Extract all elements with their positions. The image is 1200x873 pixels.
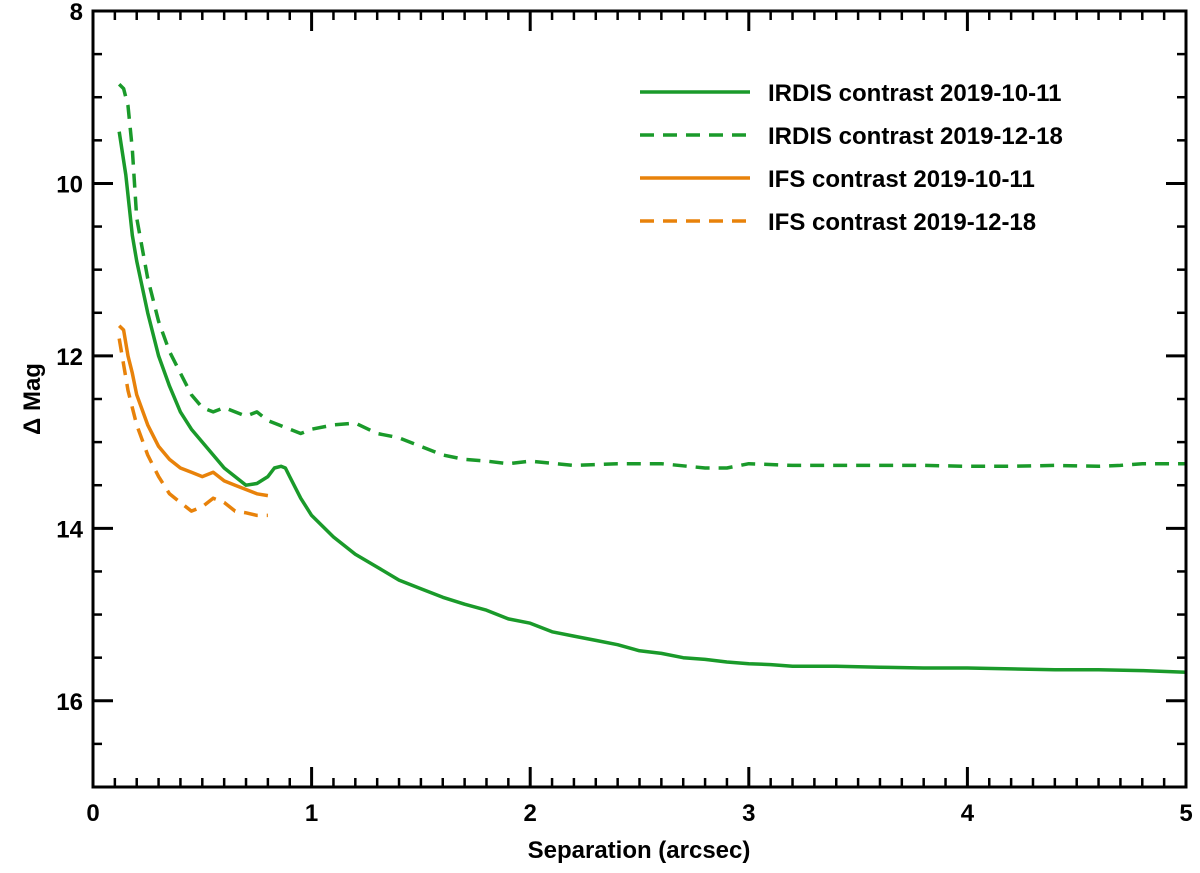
y-tick-label: 16 bbox=[56, 689, 83, 716]
x-tick-label: 3 bbox=[742, 800, 755, 827]
x-axis-title: Separation (arcsec) bbox=[528, 837, 751, 864]
legend-label-2: IRDIS contrast 2019-12-18 bbox=[768, 123, 1063, 150]
y-axis-title: Δ Mag bbox=[19, 363, 46, 435]
y-tick-label: 8 bbox=[70, 0, 83, 26]
series-line-3 bbox=[117, 324, 269, 498]
plot-lines bbox=[117, 83, 1187, 675]
x-tick-label: 1 bbox=[305, 800, 318, 827]
x-tick-label: 2 bbox=[524, 800, 537, 827]
legend-label-4: IFS contrast 2019-12-18 bbox=[768, 209, 1036, 236]
x-tick-label: 0 bbox=[86, 800, 99, 827]
legend: IRDIS contrast 2019-10-11 IRDIS contrast … bbox=[640, 80, 1063, 236]
legend-label-3: IFS contrast 2019-10-11 bbox=[768, 166, 1035, 193]
series-line-2 bbox=[117, 83, 1186, 470]
x-tick-label: 5 bbox=[1179, 800, 1192, 827]
legend-label-1: IRDIS contrast 2019-10-11 bbox=[768, 80, 1061, 107]
y-tick-label: 14 bbox=[56, 516, 83, 543]
x-tick-label: 4 bbox=[961, 800, 975, 827]
axis-ticks bbox=[91, 9, 1188, 787]
y-tick-label: 10 bbox=[56, 171, 83, 198]
series-line-1 bbox=[117, 131, 1187, 675]
y-tick-label: 12 bbox=[56, 344, 83, 371]
